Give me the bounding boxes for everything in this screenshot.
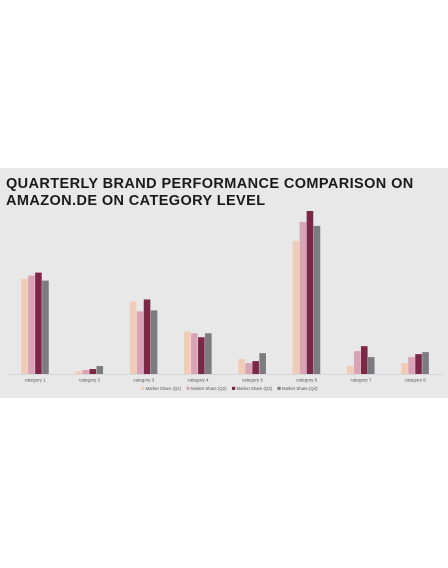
legend-label-q4: Market Share (Q4)	[282, 386, 318, 391]
bar-5-q3	[252, 361, 259, 374]
bar-8-q3	[415, 354, 422, 374]
legend: Market Share (Q1) Market Share (Q2) Market…	[141, 386, 318, 391]
x-axis: category 1 category 2 category 3 category 4…	[8, 374, 443, 383]
bar-4-q3	[198, 337, 205, 374]
x-tick-label: category 7	[350, 378, 372, 383]
bar-4-q4	[205, 333, 212, 374]
bar-2-q4	[96, 366, 104, 374]
bar-6-q1	[292, 240, 300, 374]
bar-2-q2	[82, 370, 90, 374]
x-tick-label: category 2	[79, 378, 101, 383]
bar-2-q1	[75, 371, 83, 374]
legend-label-q3: Market Share (Q3)	[237, 386, 273, 391]
bars-group	[21, 210, 429, 374]
bar-3-q2	[136, 311, 144, 374]
bar-8-q4	[422, 352, 429, 374]
bar-8-q1	[401, 363, 408, 374]
bar-5-q4	[259, 353, 266, 374]
x-tick-label: category 3	[133, 378, 155, 383]
bar-7-q3	[360, 346, 368, 374]
legend-swatch-q2	[186, 386, 190, 390]
bar-7-q1	[346, 366, 354, 374]
bar-6-q4	[313, 225, 321, 374]
bar-7-q2	[353, 351, 361, 374]
bar-2-q3	[89, 369, 97, 374]
bar-8-q2	[408, 357, 415, 374]
x-tick-label: category 5	[242, 378, 264, 383]
x-tick-label: category 8	[405, 378, 427, 383]
legend-swatch-q3	[232, 386, 236, 390]
bar-6-q2	[299, 221, 307, 374]
bar-7-q4	[367, 357, 375, 374]
legend-swatch-q4	[277, 386, 281, 390]
bar-4-q1	[184, 331, 191, 374]
x-tick-label: category 1	[25, 378, 47, 383]
bar-3-q4	[150, 310, 158, 374]
bar-3-q1	[129, 301, 137, 374]
bar-6-q3	[306, 210, 314, 374]
bar-5-q2	[245, 363, 252, 374]
bar-1-q3	[35, 272, 42, 374]
bar-1-q1	[21, 278, 28, 374]
x-tick-label: category 4	[188, 378, 210, 383]
bar-4-q2	[191, 333, 198, 374]
legend-swatch-q1	[141, 386, 145, 390]
legend-label-q1: Market Share (Q1)	[146, 386, 182, 391]
bar-3-q3	[143, 299, 151, 374]
bar-1-q4	[42, 280, 49, 374]
bar-1-q2	[28, 275, 35, 374]
chart-title: QUARTERLY BRAND PERFORMANCE COMPARISON O…	[6, 176, 414, 209]
bar-5-q1	[238, 359, 245, 374]
legend-label-q2: Market Share (Q2)	[191, 386, 227, 391]
x-tick-label: category 6	[296, 378, 318, 383]
